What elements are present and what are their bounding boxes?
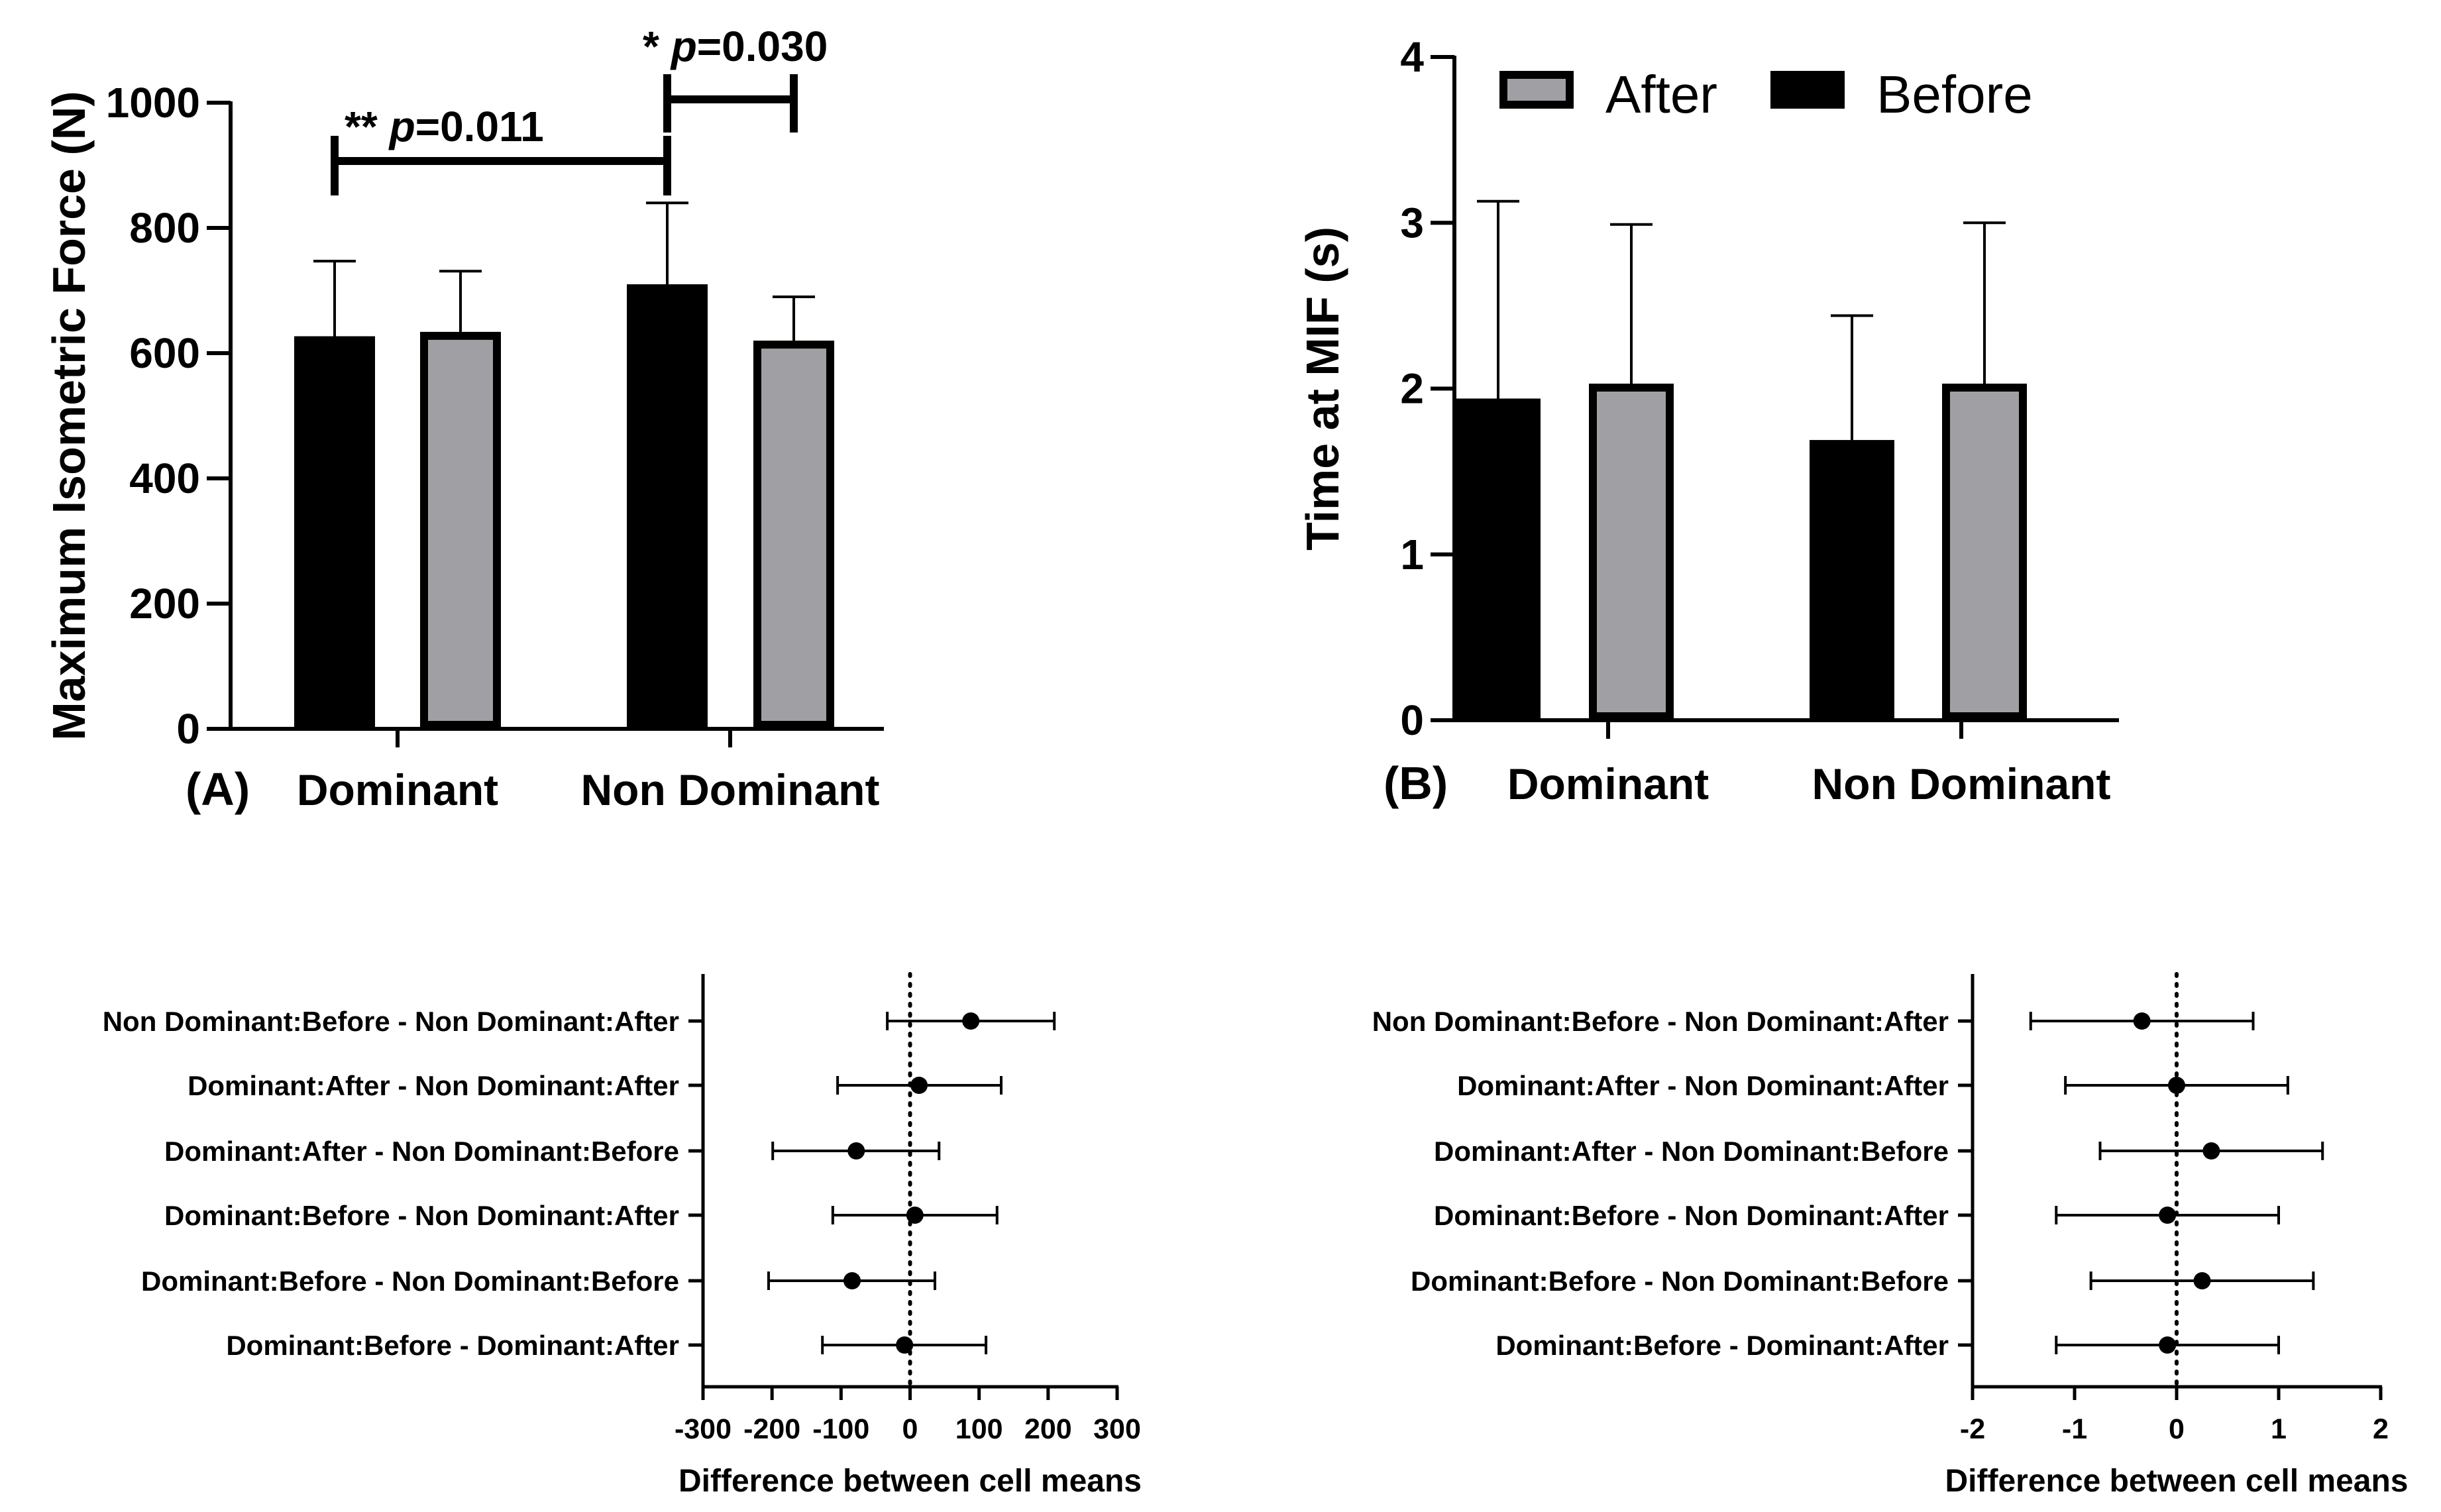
bar-after-dominant — [1589, 383, 1674, 720]
legend-label-before: Before — [1876, 65, 2033, 124]
comparison-label: Dominant:After - Non Dominant:Before — [164, 1136, 679, 1167]
comparison-label: Dominant:Before - Non Dominant:After — [1434, 1200, 1949, 1231]
point-estimate — [2159, 1336, 2177, 1354]
comparison-label: Dominant:Before - Non Dominant:Before — [141, 1266, 679, 1297]
comparison-label: Dominant:Before - Non Dominant:Before — [1411, 1266, 1949, 1297]
x-tick-label: -300 — [675, 1413, 732, 1445]
comparison-label: Dominant:Before - Dominant:After — [226, 1330, 679, 1361]
sig-stars: * — [643, 23, 659, 70]
bar-before-dominant — [294, 336, 375, 729]
x-tick-label: -2 — [1960, 1413, 1985, 1445]
panel-a-bar-chart: 0 200 400 600 800 1000 Dominant Non Dominant Max… — [43, 79, 884, 815]
bar-after-non-dominant — [753, 341, 834, 729]
y-tick-label: 200 — [129, 580, 200, 627]
x-category-label: Non Dominant — [1812, 759, 2111, 808]
point-estimate — [2193, 1272, 2211, 1289]
bar-before-non-dominant — [627, 284, 708, 729]
comparison-label: Dominant:Before - Non Dominant:After — [164, 1200, 679, 1231]
x-category-label: Dominant — [297, 765, 498, 814]
y-tick-label: 3 — [1400, 199, 1424, 246]
sig-p-value: =0.011 — [415, 103, 544, 150]
x-tick-label: -100 — [812, 1413, 869, 1445]
x-tick-label: 1 — [2271, 1413, 2287, 1445]
significance-label-1: ** p=0.011 — [345, 103, 544, 150]
legend: After Before — [1499, 65, 2033, 124]
y-tick-label: 1000 — [106, 79, 200, 127]
bar-after-non-dominant — [1942, 383, 2027, 720]
bar-before-non-dominant — [1810, 440, 1894, 720]
y-tick-label: 600 — [129, 329, 200, 377]
legend-swatch-after — [1499, 71, 1574, 109]
sig-gap — [659, 23, 671, 70]
point-estimate — [2202, 1142, 2220, 1160]
comparison-label: Dominant:After - Non Dominant:After — [1457, 1070, 1949, 1101]
point-estimate — [906, 1207, 924, 1224]
sig-p: p — [670, 23, 697, 70]
point-estimate — [2168, 1077, 2185, 1094]
x-axis-title: Difference between cell means — [1945, 1464, 2409, 1499]
legend-swatch-before — [1770, 71, 1845, 109]
x-tick-label: 0 — [2169, 1413, 2185, 1445]
comparison-label: Non Dominant:Before - Non Dominant:After — [1372, 1006, 1949, 1037]
sig-p: p — [388, 103, 415, 150]
comparison-label: Non Dominant:Before - Non Dominant:After — [103, 1006, 679, 1037]
comparison-label: Dominant:Before - Dominant:After — [1495, 1330, 1949, 1361]
y-axis-title: Time at MIF (s) — [1297, 227, 1348, 551]
x-axis-title: Difference between cell means — [678, 1464, 1142, 1499]
x-tick-label: 300 — [1093, 1413, 1141, 1445]
significance-label-2: * p=0.030 — [643, 23, 828, 70]
y-tick-label: 400 — [129, 455, 200, 502]
point-estimate — [962, 1012, 980, 1030]
y-axis-title: Maximum Isometric Force (N) — [43, 91, 95, 740]
panel-label: (B) — [1383, 757, 1448, 809]
comparison-label: Dominant:After - Non Dominant:After — [188, 1070, 679, 1101]
sig-gap — [378, 103, 390, 150]
sig-stars: ** — [345, 103, 378, 150]
bar-before-dominant — [1456, 398, 1541, 720]
y-tick-label: 2 — [1400, 365, 1424, 413]
y-tick-label: 800 — [129, 204, 200, 252]
comparison-label: Dominant:After - Non Dominant:Before — [1434, 1136, 1949, 1167]
x-tick-label: -200 — [743, 1413, 800, 1445]
panel-b-bar-chart: 0 1 2 3 4 Dominant Non Dominant Time at MIF (s)… — [1297, 33, 2119, 809]
point-estimate — [2133, 1012, 2151, 1030]
x-category-label: Non Dominant — [581, 765, 880, 814]
x-tick-label: 0 — [902, 1413, 918, 1445]
forest-plot-right: -2 -1 0 1 2 Difference between cell means Non … — [1372, 972, 2409, 1499]
bar-after-dominant — [420, 331, 501, 729]
point-estimate — [910, 1077, 928, 1094]
x-tick-label: 2 — [2373, 1413, 2389, 1445]
sig-p-value: =0.030 — [697, 23, 828, 70]
y-tick-label: 0 — [176, 705, 200, 753]
panel-label: (A) — [186, 763, 250, 815]
legend-label-after: After — [1605, 65, 1717, 124]
y-tick-label: 4 — [1400, 33, 1424, 81]
y-tick-label: 1 — [1400, 531, 1424, 578]
significance-brackets: ** p=0.011* p=0.030 — [331, 23, 828, 195]
point-estimate — [896, 1336, 914, 1354]
y-tick-label: 0 — [1400, 696, 1424, 744]
point-estimate — [843, 1272, 861, 1289]
forest-plot-left: -300 -200 -100 0 100 200 300 Difference between… — [103, 972, 1142, 1499]
x-category-label: Dominant — [1507, 759, 1709, 808]
x-tick-label: 100 — [955, 1413, 1003, 1445]
point-estimate — [847, 1142, 865, 1160]
x-tick-label: 200 — [1024, 1413, 1072, 1445]
x-tick-label: -1 — [2062, 1413, 2087, 1445]
point-estimate — [2159, 1207, 2177, 1224]
